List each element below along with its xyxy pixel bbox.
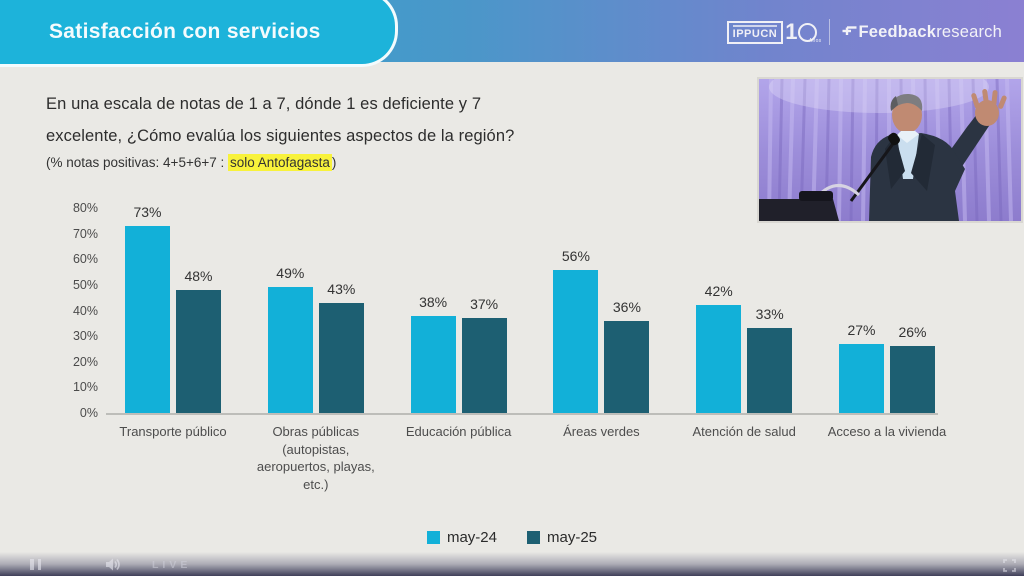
bar-value-label: 38%: [419, 293, 448, 310]
x-axis-line: [106, 413, 938, 415]
legend-item-may-25: may-25: [527, 529, 597, 546]
bar-value-label: 42%: [704, 283, 733, 300]
category-label: Educación pública: [405, 424, 512, 439]
y-axis-tick: 20%: [72, 354, 98, 369]
ippucn-tagline-line: [732, 24, 778, 27]
bar-may-25: 37%: [461, 296, 507, 413]
legend-label: may-24: [446, 529, 497, 546]
legend-swatch: [527, 531, 540, 544]
feedback-logo-bold: Feedback: [858, 22, 937, 41]
logo-separator: [829, 19, 831, 45]
question-line-2: excelente, ¿Cómo evalúa los siguientes a…: [46, 127, 515, 145]
bar-may-24: 49%: [267, 265, 313, 413]
slide-title: Satisfacción con servicios: [49, 19, 321, 43]
ippucn-logo: IPPUCN 1 Años: [726, 19, 821, 45]
feedback-logo-light: research: [936, 22, 1002, 41]
header-band: IPPUCN 1 Años Feedback research: [0, 0, 1024, 67]
bar-may-24: 73%: [125, 204, 170, 413]
question-line-1: En una escala de notas de 1 a 7, dónde 1…: [46, 95, 482, 113]
category-label: Áreas verdes: [563, 424, 640, 439]
header-logos: IPPUCN 1 Años Feedback research: [726, 15, 1002, 49]
bar-group: 56% 36%: [526, 195, 676, 413]
feedback-research-logo: Feedback research: [842, 23, 1002, 42]
bar-group: 27% 26%: [812, 195, 962, 413]
video-player-bar: LIVE: [0, 552, 1024, 576]
category-label: Atención de salud: [692, 424, 796, 439]
bar-value-label: 36%: [612, 298, 641, 315]
bar-group: 42% 33%: [669, 195, 819, 413]
bar-may-25: 33%: [747, 306, 793, 413]
bar-may-25: 36%: [604, 299, 650, 413]
y-axis-tick: 80%: [72, 201, 98, 215]
legend-swatch: [426, 531, 440, 544]
bar-value-label: 48%: [184, 268, 213, 284]
bar-may-24: 56%: [553, 248, 599, 413]
bar-value-label: 43%: [327, 280, 356, 297]
bar-value-label: 27%: [847, 321, 876, 338]
bar-may-24: 38%: [410, 294, 456, 413]
live-badge: LIVE: [152, 559, 192, 571]
y-axis-tick: 70%: [72, 226, 98, 241]
bar-may-25: 26%: [890, 324, 935, 413]
speaker-video-frame: [759, 79, 1021, 221]
category-label: Acceso a la vivienda: [827, 424, 947, 439]
y-axis-tick: 60%: [72, 252, 98, 267]
ippucn-one: 1: [785, 19, 798, 44]
bar-may-25: 43%: [318, 281, 364, 413]
bar-value-label: 33%: [755, 306, 784, 323]
ippucn-10-anniversary: 1 Años: [785, 19, 821, 45]
bar-group: 49% 43%: [241, 195, 391, 413]
pause-button[interactable]: [30, 559, 41, 570]
y-axis-tick: 40%: [72, 303, 98, 318]
ippucn-zero-ring: Años: [798, 22, 821, 44]
y-axis-tick: 0%: [79, 406, 98, 420]
speaker-video-inset[interactable]: [757, 77, 1023, 223]
bar-value-label: 56%: [561, 247, 590, 264]
bar-group: 73% 48%: [98, 195, 248, 413]
legend-label: may-25: [547, 529, 598, 546]
bar-value-label: 73%: [133, 203, 162, 220]
player-controls: LIVE: [0, 558, 1024, 572]
ippucn-anios-label: Años: [808, 37, 822, 44]
y-axis-tick: 10%: [72, 380, 98, 395]
bar-may-24: 27%: [839, 322, 884, 413]
survey-question: En una escala de notas de 1 a 7, dónde 1…: [46, 88, 706, 171]
legend-item-may-24: may-24: [426, 529, 497, 546]
chart-legend: may-24 may-25: [0, 529, 1024, 546]
y-axis-tick: 30%: [72, 329, 98, 344]
slide-title-pill: Satisfacción con servicios: [0, 0, 398, 67]
note-suffix: ): [331, 155, 337, 170]
bar-value-label: 37%: [470, 296, 499, 313]
y-axis-tick: 50%: [72, 277, 98, 292]
bar-value-label: 49%: [276, 265, 305, 282]
question-note: (% notas positivas: 4+5+6+7 : solo Antof…: [46, 154, 706, 171]
bar-may-24: 42%: [696, 283, 742, 413]
volume-icon[interactable]: [106, 558, 122, 576]
ippucn-logo-box: IPPUCN: [726, 20, 784, 44]
bar-group: 38% 37%: [384, 195, 534, 413]
ippucn-logo-text: IPPUCN: [732, 27, 778, 40]
bar-chart: 80% 70% 60% 50% 40% 30% 20% 10% 0% 73% 48% Transpor…: [0, 195, 1024, 525]
note-prefix: (% notas positivas: 4+5+6+7 :: [46, 155, 228, 170]
category-label: Transporte público: [119, 424, 227, 439]
fullscreen-button[interactable]: [1003, 559, 1016, 576]
feedback-logo-icon: [842, 25, 857, 35]
bar-value-label: 26%: [898, 324, 927, 341]
note-highlight: solo Antofagasta: [228, 154, 332, 171]
bar-may-25: 48%: [176, 268, 221, 413]
category-label: Obras públicas (autopistas, aeropuertos,…: [256, 424, 375, 492]
